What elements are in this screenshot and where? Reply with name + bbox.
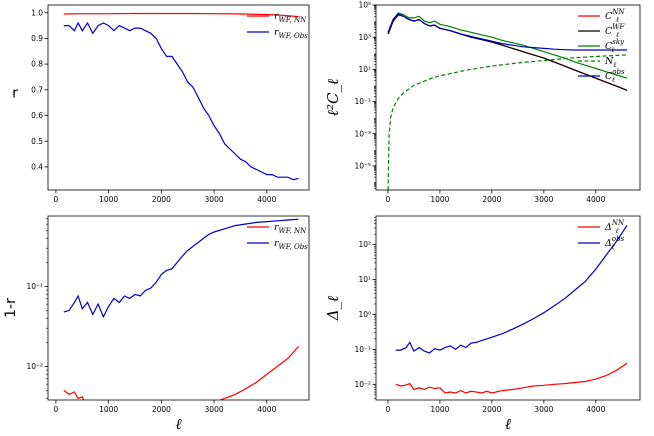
y-tick-label: 1.0 [31,8,43,17]
series-line-Δ_ℓ^obs [395,225,628,354]
y-tick-label: 10⁻¹ [26,282,43,291]
x-tick-label: 4000 [257,195,276,204]
x-tick-label: 3000 [205,405,224,414]
legend-label-sup: obs [612,235,625,243]
series-group [387,12,628,190]
y-axis-label: ℓ²C_ℓ [324,79,342,117]
panel-p2: 0 1000 2000 3000 4000 10⁻⁵ 10⁻³ 10⁻¹ 10¹ 10³ 10⁵ ℓ²… [324,1,641,204]
legend-label-sub: WF, Obs [279,243,309,251]
x-tick-label: 4000 [586,405,605,414]
series-line-C_ℓ^sky [387,12,628,79]
legend-label-sub: ℓ [615,16,619,24]
y-tick-label: 0.4 [31,162,43,171]
series-line-r_WF,NN [63,346,299,400]
x-tick-label: 3000 [205,195,224,204]
series-group [63,218,299,400]
series-line-r_WF,NN [63,12,299,18]
legend-label-sub: ℓ [611,76,615,84]
legend-label-sub: ℓ [611,243,615,251]
y-axis-label: 1-r [3,298,19,318]
panel-p3: 0 1000 2000 3000 4000 10⁻² 10⁻¹ 1-r ℓ rWF, NN rWF,… [3,215,310,433]
series-line-Δ_ℓ^NN [395,362,628,394]
legend-label-sub: ℓ [615,227,619,235]
y-tick-label: 10⁻¹ [354,97,371,106]
x-tick-label: 0 [386,405,391,414]
y-tick-label: 10⁻¹ [354,345,371,354]
series-line-C_ℓ^WF [387,14,628,91]
panel-p1: 0 1000 2000 3000 4000 0.4 0.5 0.6 0.7 0.8 0.9 1.0 r r… [12,4,310,204]
x-axis-label: ℓ [175,415,181,433]
axes-frame [375,215,641,401]
y-tick-label: 10⁻⁵ [354,161,371,170]
legend-label-sub: ℓ [612,61,616,69]
x-tick-label: 2000 [482,195,501,204]
series-line-r_WF,Obs [63,21,299,181]
x-tick-label: 2000 [152,195,171,204]
axes-frame [47,4,310,191]
legend-label-sub: WF, NN [279,16,308,24]
y-axis-label: Δ_ℓ [324,296,342,322]
legend-label: rWF, Obs [274,238,308,251]
legend-label: Csky ℓ [605,38,625,54]
y-tick-label: 0.5 [31,137,43,146]
y-axis-label: r [12,86,18,102]
x-tick-label: 0 [54,405,59,414]
x-tick-label: 1000 [99,405,118,414]
series-line-r_WF,Obs [63,218,299,319]
x-tick-label: 0 [54,195,59,204]
x-tick-label: 2000 [152,405,171,414]
y-tick-label: 0.7 [31,85,43,94]
legend-label: rWF, Obs [274,27,308,40]
series-group [395,225,628,394]
legend-label-sup: obs [612,68,625,76]
legend-label-sup: sky [612,38,625,46]
y-tick-label: 0.8 [31,60,43,69]
series-line-N_ℓ [387,54,628,190]
series-line-C_ℓ^obs [387,13,627,51]
x-tick-label: 4000 [586,195,605,204]
x-axis-label: ℓ [505,415,511,433]
x-tick-label: 3000 [534,195,553,204]
axes-frame [375,4,641,191]
series-line-C_ℓ^NN [387,14,628,91]
x-tick-label: 1000 [430,405,449,414]
series-group [63,12,299,181]
legend-label: CWF ℓ [605,23,625,39]
y-tick-label: 10³ [358,33,371,42]
legend-label-sub: WF, Obs [279,32,309,40]
legend-label: Δobs ℓ [604,235,625,251]
panel-p4: 0 1000 2000 3000 400010⁻²10⁻¹10⁰10¹10²Δ_ℓℓΔN… [324,215,641,433]
x-tick-label: 1000 [99,195,118,204]
y-tick-label: 10² [358,240,371,249]
y-tick-label: 10⁵ [358,1,371,10]
x-tick-label: 4000 [257,405,276,414]
legend-label-sub: ℓ [610,46,614,54]
legend-label: rWF, NN [274,11,307,24]
y-tick-label: 0.9 [31,34,43,43]
y-tick-label: 10⁻² [354,380,371,389]
legend-label: Cobs ℓ [605,68,625,84]
legend-label: Nℓ [604,56,616,69]
y-tick-label: 10¹ [358,65,371,74]
axes-frame [47,215,310,401]
legend-label-sup: WF [612,23,625,31]
legend-label: CNN ℓ [605,8,625,24]
legend-label-sup: NN [611,8,625,16]
y-tick-label: 10¹ [358,275,371,284]
y-tick-label: 10⁰ [358,310,371,319]
legend-label-sub: ℓ [615,31,619,39]
x-tick-label: 1000 [430,195,449,204]
x-tick-label: 3000 [534,405,553,414]
y-tick-label: 10⁻³ [354,129,371,138]
x-tick-label: 2000 [482,405,501,414]
y-tick-label: 10⁻² [26,362,43,371]
x-tick-label: 0 [386,195,391,204]
y-tick-label: 0.6 [31,111,43,120]
legend-label-sup: NN [611,219,625,227]
legend-label: rWF, NN [274,222,307,235]
legend-label-sub: WF, NN [279,227,308,235]
